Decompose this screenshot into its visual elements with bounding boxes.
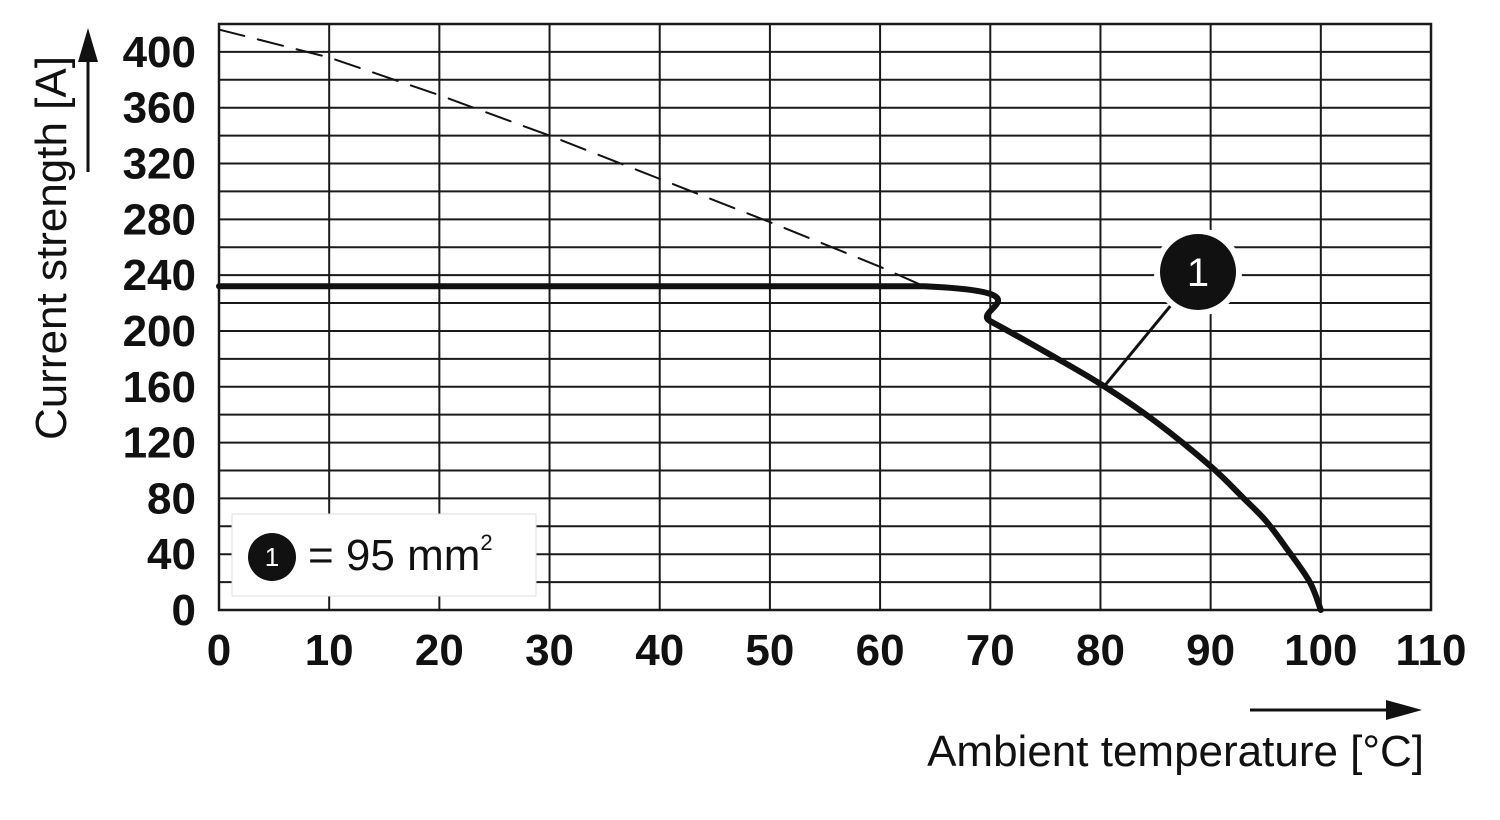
- x-tick-label: 0: [207, 626, 231, 675]
- y-tick-label: 320: [123, 140, 196, 189]
- plot-border: [217, 22, 1433, 612]
- x-tick-label: 40: [635, 626, 684, 675]
- x-axis-arrow: [1250, 700, 1422, 720]
- legend-superscript: 2: [480, 530, 492, 555]
- y-tick-label: 40: [147, 530, 196, 579]
- callout-marker-label: 1: [1187, 251, 1209, 295]
- x-tick-label: 60: [856, 626, 905, 675]
- y-tick-label: 120: [123, 419, 196, 468]
- y-tick-labels: 0 40 80 120 160 200 240 280 320 360 400: [123, 28, 196, 635]
- legend-text: = 95 mm: [308, 531, 480, 580]
- legend-marker: [248, 533, 296, 581]
- x-tick-label: 100: [1284, 626, 1357, 675]
- legend: 1 = 95 mm2: [231, 513, 537, 597]
- y-tick-label: 0: [172, 586, 196, 635]
- y-tick-label: 280: [123, 195, 196, 244]
- x-tick-label: 90: [1186, 626, 1235, 675]
- y-axis-arrow-head: [78, 28, 98, 62]
- x-axis-title: Ambient temperature [°C]: [927, 727, 1424, 776]
- y-tick-label: 400: [123, 28, 196, 77]
- x-axis-arrow-head: [1386, 700, 1422, 720]
- x-tick-label: 110: [1396, 626, 1467, 675]
- series-line-1: [216, 283, 1324, 613]
- x-tick-label: 30: [525, 626, 574, 675]
- series-line-extrapolated: [218, 28, 926, 288]
- legend-marker-label: 1: [265, 542, 279, 572]
- x-tick-label: 70: [966, 626, 1015, 675]
- x-tick-label: 20: [415, 626, 464, 675]
- grid: [217, 22, 1433, 612]
- series-layer: [216, 28, 1324, 613]
- y-tick-label: 160: [123, 363, 196, 412]
- legend-label: = 95 mm2: [308, 530, 493, 580]
- y-axis-arrow: [78, 28, 98, 172]
- y-tick-label: 240: [123, 251, 196, 300]
- y-tick-label: 360: [123, 84, 196, 133]
- x-tick-label: 50: [745, 626, 794, 675]
- callout-leader-line: [1103, 303, 1174, 387]
- x-tick-label: 10: [305, 626, 354, 675]
- y-tick-label: 80: [147, 474, 196, 523]
- y-axis-title: Current strength [A]: [27, 56, 76, 440]
- callout-marker: [1160, 234, 1236, 310]
- x-tick-label: 80: [1076, 626, 1125, 675]
- series-callout: 1: [1103, 228, 1242, 387]
- x-tick-labels: 0 10 20 30 40 50 60 70 80 90 100 110: [207, 626, 1467, 675]
- y-tick-label: 200: [123, 307, 196, 356]
